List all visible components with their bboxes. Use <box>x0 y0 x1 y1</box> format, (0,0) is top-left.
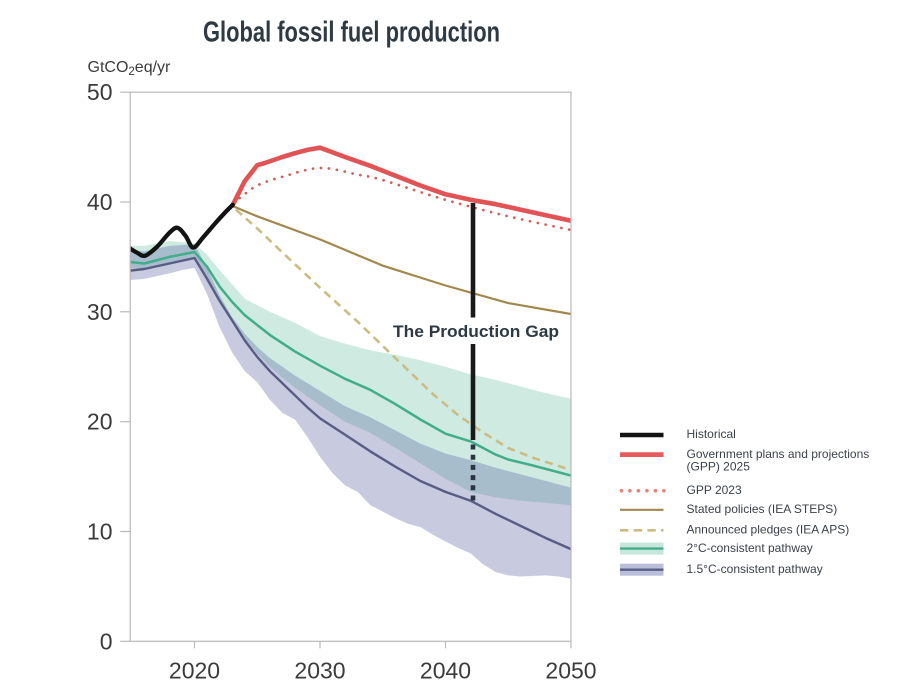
svg-text:30: 30 <box>87 299 113 325</box>
svg-text:Announced pledges (IEA APS): Announced pledges (IEA APS) <box>687 523 850 537</box>
svg-text:2020: 2020 <box>169 658 220 684</box>
svg-text:(GPP) 2025: (GPP) 2025 <box>687 460 751 474</box>
svg-text:1.5°C-consistent pathway: 1.5°C-consistent pathway <box>687 562 823 576</box>
svg-text:2030: 2030 <box>294 658 345 684</box>
svg-text:2040: 2040 <box>420 658 471 684</box>
svg-text:GPP 2023: GPP 2023 <box>687 483 742 497</box>
svg-text:40: 40 <box>87 189 113 215</box>
svg-text:0: 0 <box>100 628 113 654</box>
svg-text:20: 20 <box>87 409 113 435</box>
svg-text:2°C-consistent pathway: 2°C-consistent pathway <box>687 541 813 555</box>
svg-text:The Production Gap: The Production Gap <box>393 322 559 341</box>
svg-text:2050: 2050 <box>545 658 596 684</box>
svg-text:10: 10 <box>87 519 113 545</box>
svg-text:GtCO2eq/yr: GtCO2eq/yr <box>88 59 172 78</box>
svg-text:Historical: Historical <box>687 427 736 441</box>
svg-text:Government plans and projectio: Government plans and projections <box>687 447 870 461</box>
svg-text:50: 50 <box>87 79 113 105</box>
svg-text:Global fossil fuel production: Global fossil fuel production <box>203 17 500 49</box>
svg-text:Stated policies (IEA STEPS): Stated policies (IEA STEPS) <box>687 502 838 516</box>
